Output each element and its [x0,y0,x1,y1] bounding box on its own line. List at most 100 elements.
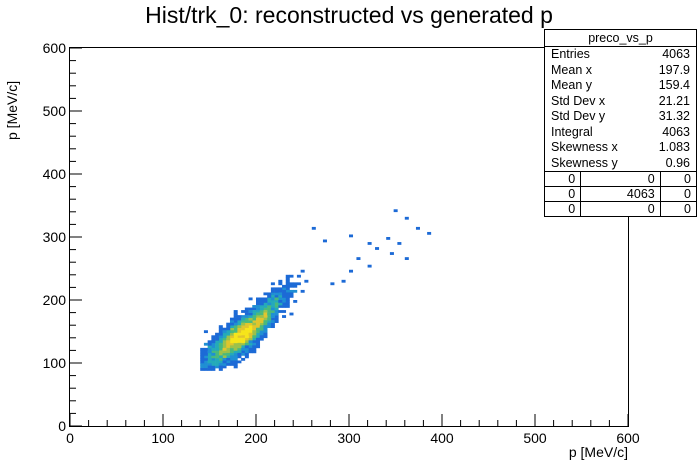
heatmap-cell [241,330,246,334]
y-tick-label: 300 [43,229,67,245]
y-tick-label: 0 [58,418,66,434]
heatmap-cell [241,327,246,331]
heatmap-cell [203,363,208,366]
heatmap-cell [211,342,216,346]
heatmap-cell [256,322,261,326]
heatmap-cell [233,312,238,316]
heatmap-cell [211,357,216,361]
heatmap-cell [229,327,234,331]
heatmap-cell [248,347,253,351]
heatmap-cell [270,322,275,326]
heatmap-cell [252,342,257,346]
heatmap-cell [233,357,238,361]
heatmap-cell [274,292,279,296]
heatmap-cell [263,315,268,318]
heatmap-cell [233,345,238,349]
heatmap-cell [215,357,220,361]
heatmap-cell [252,325,257,329]
heatmap-cell [226,337,231,341]
heatmap-cell [270,297,275,301]
stats-value: 0.96 [665,155,690,170]
heatmap-cell [233,327,238,331]
heatmap-cell [207,352,212,356]
heatmap-cell [282,294,287,298]
heatmap-cell [285,284,290,288]
heatmap-cell [259,312,264,316]
heatmap-cell [241,315,246,318]
heatmap-cell [252,320,257,323]
heatmap-cell [278,282,283,286]
x-tick-label: 600 [616,430,640,446]
heatmap-cell [267,315,272,318]
heatmap-cell [200,352,205,356]
heatmap-cell [203,342,208,346]
heatmap-cell [207,360,212,364]
heatmap-cell [404,257,409,260]
heatmap-cell [222,332,227,336]
heatmap-cell [259,305,264,308]
heatmap-cell [211,368,216,371]
heatmap-cell [215,342,220,346]
heatmap-cell [203,365,208,369]
heatmap-cell [270,282,275,286]
heatmap-cell [252,310,257,313]
heatmap-cell [237,342,242,346]
heatmap-cell [233,330,238,334]
heatmap-cell [256,310,261,313]
heatmap-cell [256,335,261,339]
heatmap-cell [252,322,257,326]
heatmap-cell [229,332,234,336]
heatmap-cell [203,368,208,371]
heatmap-cell [248,345,253,349]
heatmap-cell [218,335,223,339]
heatmap-cell [241,350,246,354]
heatmap-cell [259,297,264,301]
heatmap-cell [270,289,275,293]
heatmap-cell [237,347,242,351]
heatmap-cell [267,297,272,301]
heatmap-cell [218,352,223,356]
heatmap-cell [285,305,290,308]
heatmap-cell [285,297,290,301]
heatmap-cell [397,242,402,245]
heatmap-cell [244,325,249,329]
heatmap-cell [252,332,257,336]
heatmap-cell [229,320,234,323]
stats-label: Skewness y [551,155,618,170]
heatmap-cell [229,355,234,359]
heatmap-cell [229,342,234,346]
heatmap-cell [415,226,420,230]
heatmap-cell [244,317,249,321]
heatmap-cell [259,322,264,326]
heatmap-cell [226,345,231,349]
heatmap-cell [282,297,287,301]
heatmap-cell [278,292,283,296]
heatmap-cell [229,335,234,339]
heatmap-cell [267,300,272,303]
stats-label: Entries [551,47,590,61]
heatmap-cell [215,345,220,349]
heatmap-cell [322,239,327,243]
heatmap-cell [233,365,238,369]
heatmap-cell [270,305,275,308]
heatmap-cell [237,335,242,339]
overflow-cell: 0 [545,201,582,216]
heatmap-cell [218,357,223,361]
y-axis: 0 100 200 300 400 500 600 [43,40,82,434]
heatmap-cell [215,363,220,366]
heatmap-cell [233,342,238,346]
heatmap-cell [252,315,257,318]
heatmap-cell [237,330,242,334]
heatmap-cell [215,360,220,364]
heatmap-cell [233,320,238,323]
heatmap-cell [296,274,301,278]
heatmap-cell [237,317,242,321]
heatmap-cell [252,345,257,349]
heatmap-cell [285,287,290,291]
heatmap-cell [259,315,264,318]
heatmap-cell [244,315,249,318]
heatmap-cell [248,297,253,301]
heatmap-cell [256,330,261,334]
heatmap-cell [211,360,216,364]
stats-row: Skewness x 1.083 [545,140,696,156]
